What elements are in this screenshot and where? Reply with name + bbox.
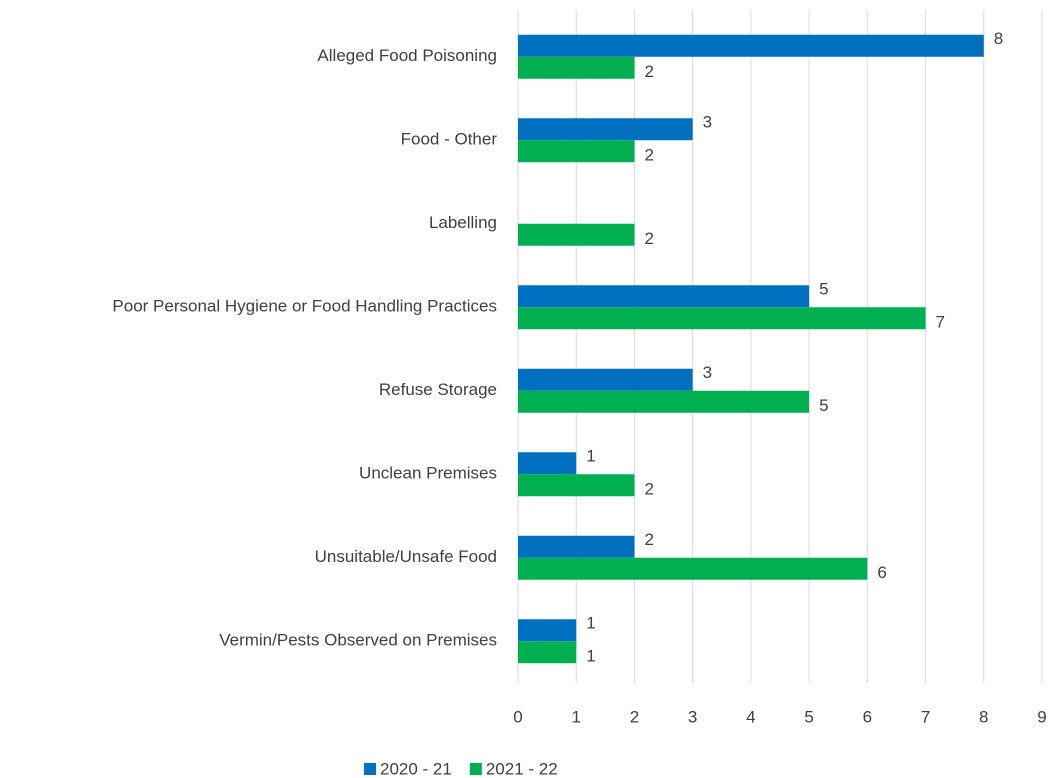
y-tick-label: Labelling [429, 213, 497, 232]
x-tick-label: 1 [571, 707, 580, 726]
value-label: 2 [644, 530, 653, 549]
bar [518, 619, 577, 642]
value-label: 2 [644, 62, 653, 81]
bar [518, 641, 577, 664]
y-tick-label: Refuse Storage [379, 380, 497, 399]
y-tick-label: Unsuitable/Unsafe Food [315, 547, 497, 566]
value-label: 2 [644, 146, 653, 165]
value-label: 1 [586, 647, 595, 666]
bar [518, 34, 984, 57]
y-tick-label: Unclean Premises [359, 464, 497, 483]
bar [518, 557, 868, 580]
value-label: 5 [819, 396, 828, 415]
bar [518, 223, 635, 246]
x-tick-label: 9 [1037, 707, 1046, 726]
x-tick-label: 8 [979, 707, 988, 726]
value-label: 3 [703, 113, 712, 132]
y-tick-label: Vermin/Pests Observed on Premises [219, 631, 497, 650]
legend-swatch [469, 763, 482, 775]
y-tick-label: Food - Other [401, 130, 498, 149]
x-tick-label: 4 [746, 707, 755, 726]
value-label: 1 [586, 447, 595, 466]
value-label: 6 [877, 563, 886, 582]
legend-label: 2020 - 21 [380, 759, 452, 778]
value-label: 3 [703, 363, 712, 382]
y-tick-label: Poor Personal Hygiene or Food Handling P… [112, 297, 497, 316]
value-label: 8 [994, 29, 1003, 48]
bar [518, 118, 693, 141]
x-tick-label: 7 [921, 707, 930, 726]
x-tick-label: 5 [804, 707, 813, 726]
bar [518, 474, 635, 497]
value-label: 1 [586, 614, 595, 633]
bar [518, 56, 635, 79]
x-tick-label: 0 [513, 707, 522, 726]
legend-label: 2021 - 22 [486, 759, 558, 778]
bar [518, 390, 810, 413]
x-tick-label: 2 [630, 707, 639, 726]
bar [518, 307, 926, 330]
value-label: 2 [644, 229, 653, 248]
x-tick-label: 6 [863, 707, 872, 726]
y-tick-label: Alleged Food Poisoning [317, 46, 497, 65]
bar [518, 368, 693, 391]
bar [518, 285, 810, 308]
bar [518, 535, 635, 558]
value-label: 2 [644, 480, 653, 499]
value-label: 7 [936, 313, 945, 332]
value-label: 5 [819, 280, 828, 299]
bar [518, 140, 635, 163]
bar [518, 452, 577, 475]
legend-swatch [364, 763, 376, 775]
x-tick-label: 3 [688, 707, 697, 726]
